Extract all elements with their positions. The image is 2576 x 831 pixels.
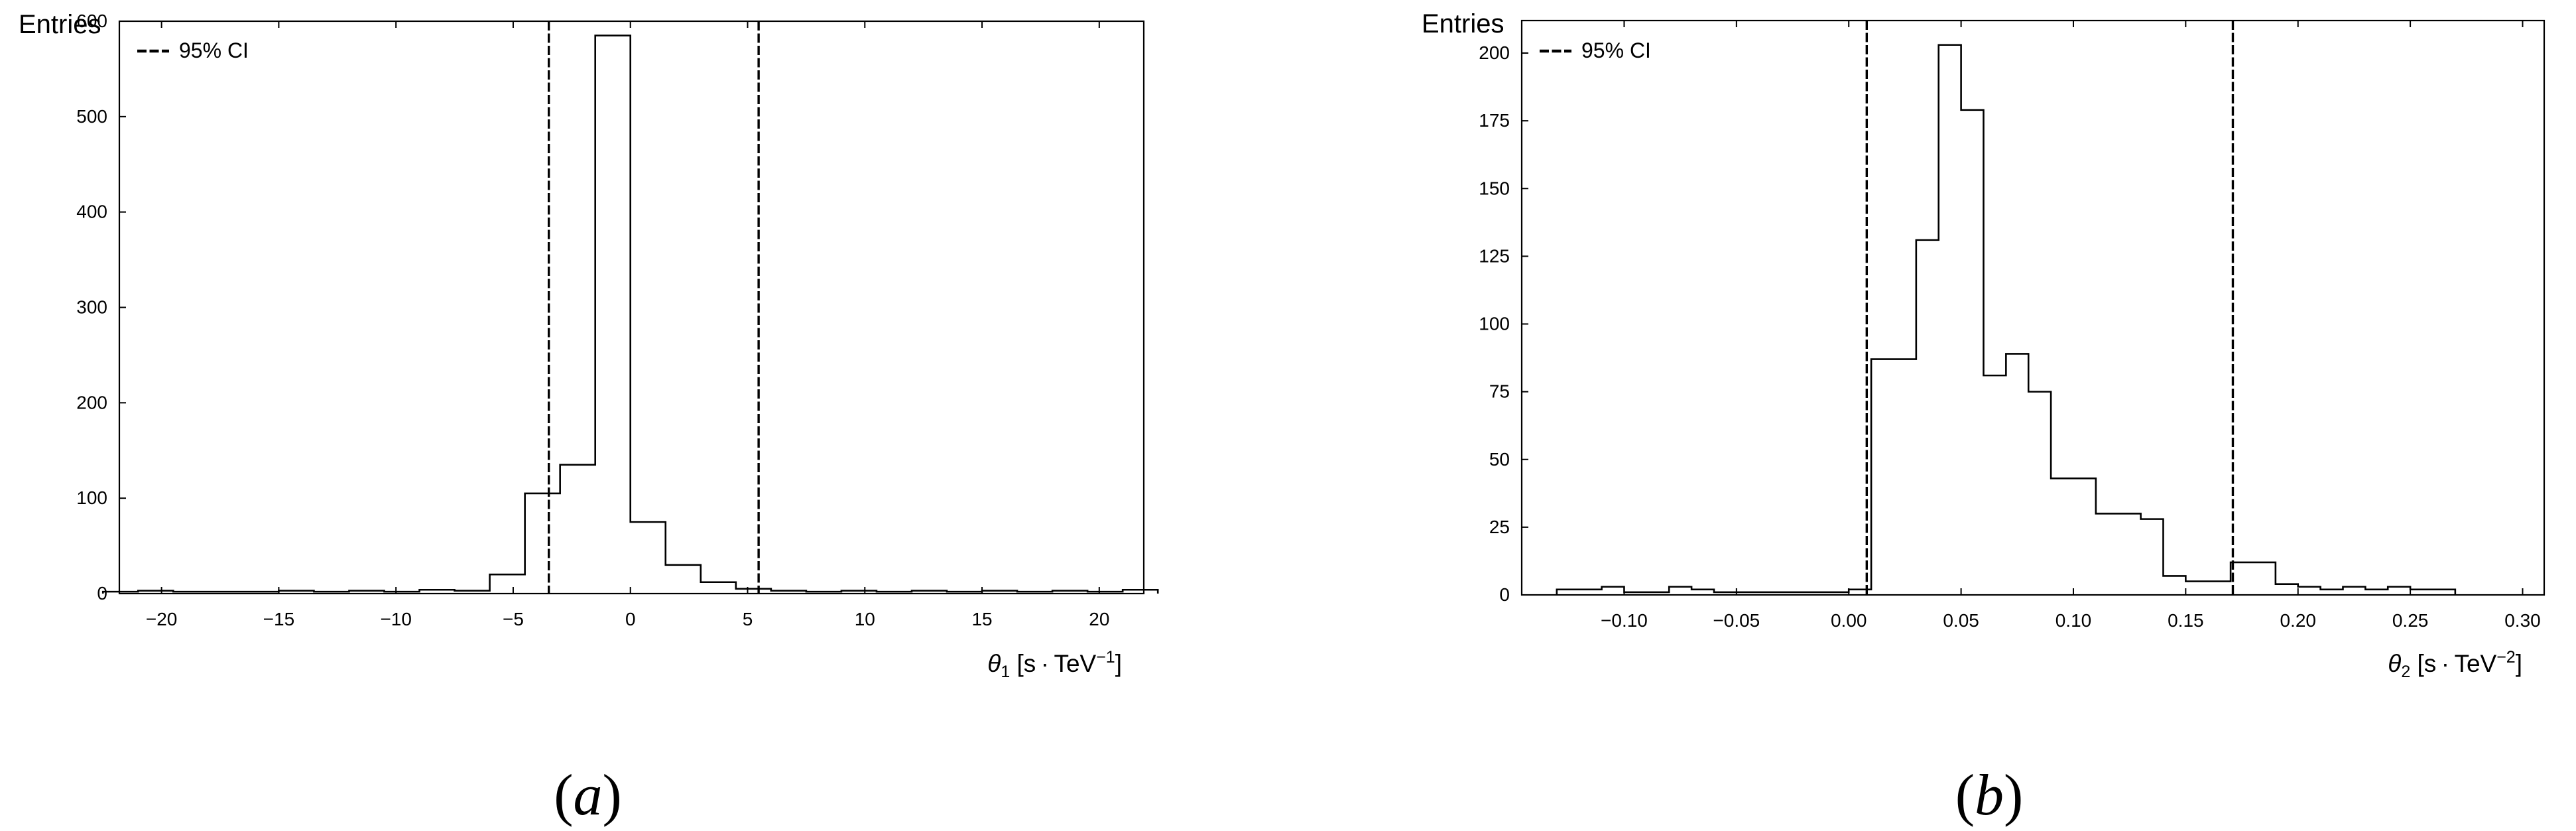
svg-text:−10: −10 (380, 609, 412, 629)
svg-text:300: 300 (76, 297, 107, 318)
svg-text:500: 500 (76, 106, 107, 127)
svg-text:0.05: 0.05 (1943, 610, 1979, 631)
svg-text:(b): (b) (1955, 763, 2024, 828)
svg-text:200: 200 (76, 392, 107, 413)
svg-text:100: 100 (1479, 314, 1510, 334)
svg-text:−20: −20 (146, 609, 178, 629)
svg-text:175: 175 (1479, 110, 1510, 131)
svg-text:100: 100 (76, 487, 107, 508)
svg-text:125: 125 (1479, 245, 1510, 266)
svg-text:10: 10 (855, 609, 875, 629)
svg-text:−0.05: −0.05 (1713, 610, 1760, 631)
svg-text:0: 0 (625, 609, 636, 629)
svg-text:0.25: 0.25 (2392, 610, 2429, 631)
svg-text:0.15: 0.15 (2168, 610, 2204, 631)
svg-text:−0.10: −0.10 (1601, 610, 1648, 631)
svg-text:(a): (a) (554, 763, 622, 828)
svg-text:15: 15 (971, 609, 992, 629)
svg-text:0: 0 (1499, 584, 1510, 605)
svg-text:−5: −5 (503, 609, 524, 629)
svg-text:5: 5 (743, 609, 753, 629)
svg-text:Entries: Entries (1422, 9, 1504, 38)
svg-text:0.20: 0.20 (2280, 610, 2316, 631)
svg-text:Entries: Entries (19, 10, 101, 39)
svg-text:95% CI: 95% CI (1581, 38, 1651, 62)
svg-text:200: 200 (1479, 42, 1510, 63)
svg-text:400: 400 (76, 202, 107, 222)
svg-text:0.10: 0.10 (2055, 610, 2092, 631)
svg-text:20: 20 (1089, 609, 1109, 629)
svg-text:150: 150 (1479, 178, 1510, 198)
svg-text:25: 25 (1489, 517, 1510, 537)
svg-text:75: 75 (1489, 381, 1510, 402)
svg-text:50: 50 (1489, 449, 1510, 470)
svg-text:−15: −15 (263, 609, 295, 629)
svg-text:0.30: 0.30 (2504, 610, 2541, 631)
svg-text:95% CI: 95% CI (179, 38, 249, 62)
svg-text:0.00: 0.00 (1831, 610, 1867, 631)
